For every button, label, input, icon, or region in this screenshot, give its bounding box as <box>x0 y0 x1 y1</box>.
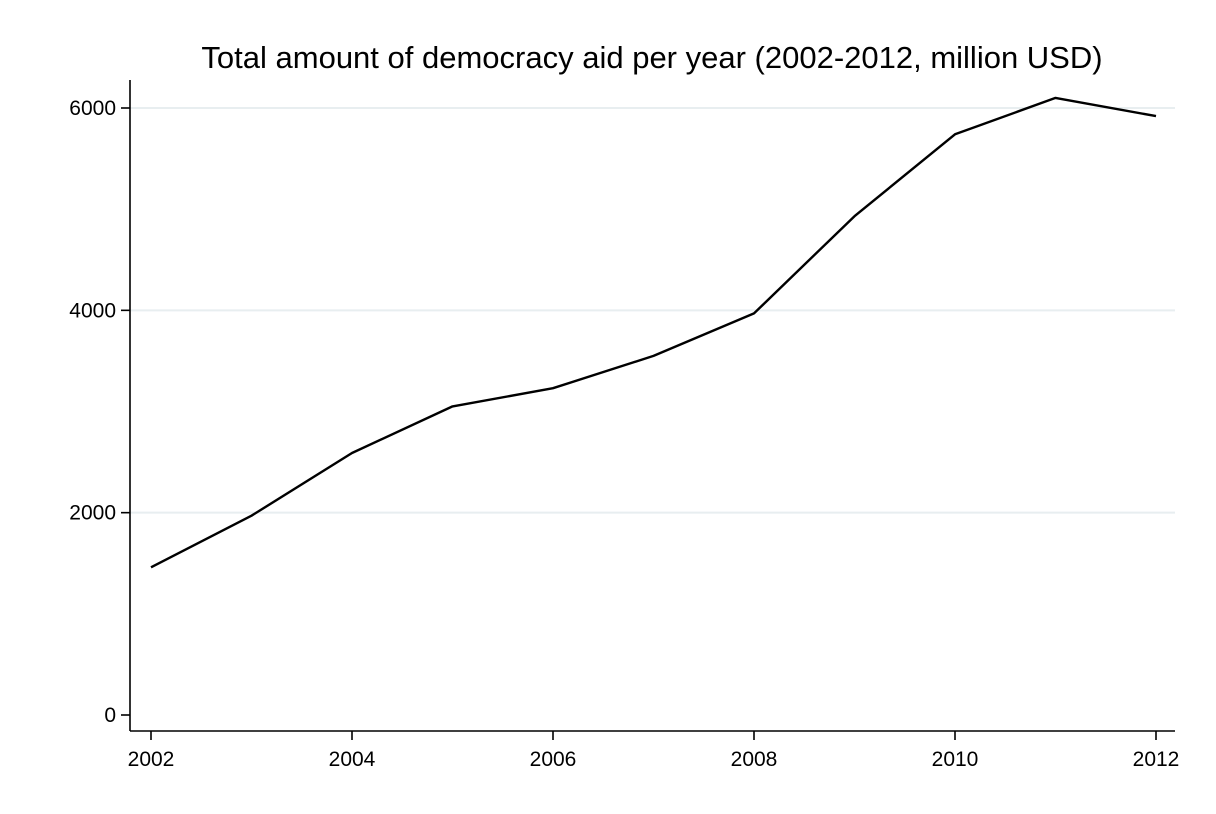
x-tick-label-2012: 2012 <box>1133 748 1180 771</box>
chart-title: Total amount of democracy aid per year (… <box>201 40 1103 75</box>
series-line-0 <box>150 96 1157 569</box>
axes <box>121 80 1175 740</box>
y-tick-label-0: 0 <box>104 704 116 727</box>
series-layer <box>150 96 1157 569</box>
tick-labels: 0 2000 4000 6000 2002 2004 2006 2008 2010 2012 <box>69 97 1179 771</box>
y-tick-label-4000: 4000 <box>69 299 116 322</box>
x-tick-label-2002: 2002 <box>128 748 175 771</box>
x-tick-label-2010: 2010 <box>932 748 979 771</box>
x-tick-label-2006: 2006 <box>530 748 577 771</box>
y-tick-label-2000: 2000 <box>69 502 116 525</box>
x-tick-label-2004: 2004 <box>329 748 376 771</box>
x-tick-label-2008: 2008 <box>731 748 778 771</box>
gridlines <box>130 107 1175 514</box>
y-tick-label-6000: 6000 <box>69 97 116 120</box>
